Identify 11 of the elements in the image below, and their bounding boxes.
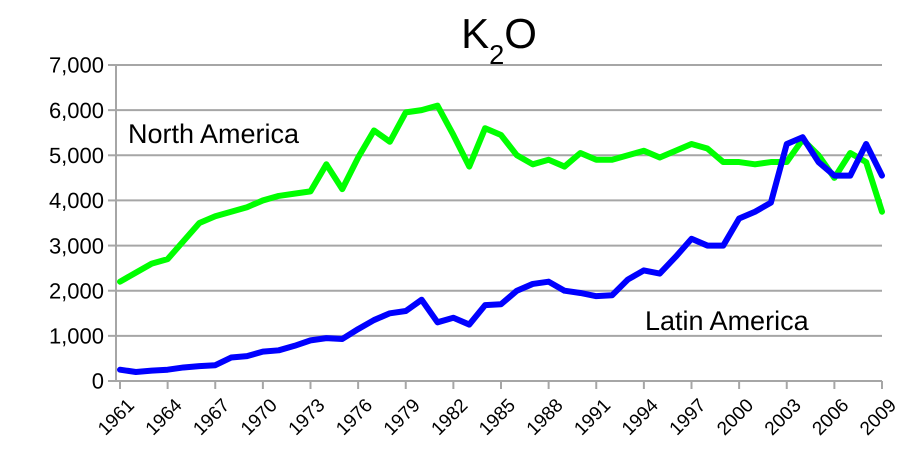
y-tick-label: 1,000 <box>48 324 104 349</box>
y-tick-label: 2,000 <box>48 278 104 304</box>
series-label: North America <box>128 119 300 149</box>
y-tick-label: 3,000 <box>48 233 104 258</box>
y-tick-label: 5,000 <box>48 142 104 168</box>
series-label: Latin America <box>645 306 810 336</box>
y-tick-label: 4,000 <box>48 188 104 214</box>
y-tick-label: 7,000 <box>48 52 104 78</box>
y-tick-label: 6,000 <box>48 98 104 123</box>
chart-title: K$_{2}$O <box>461 10 537 70</box>
y-tick-label: 0 <box>92 368 104 394</box>
